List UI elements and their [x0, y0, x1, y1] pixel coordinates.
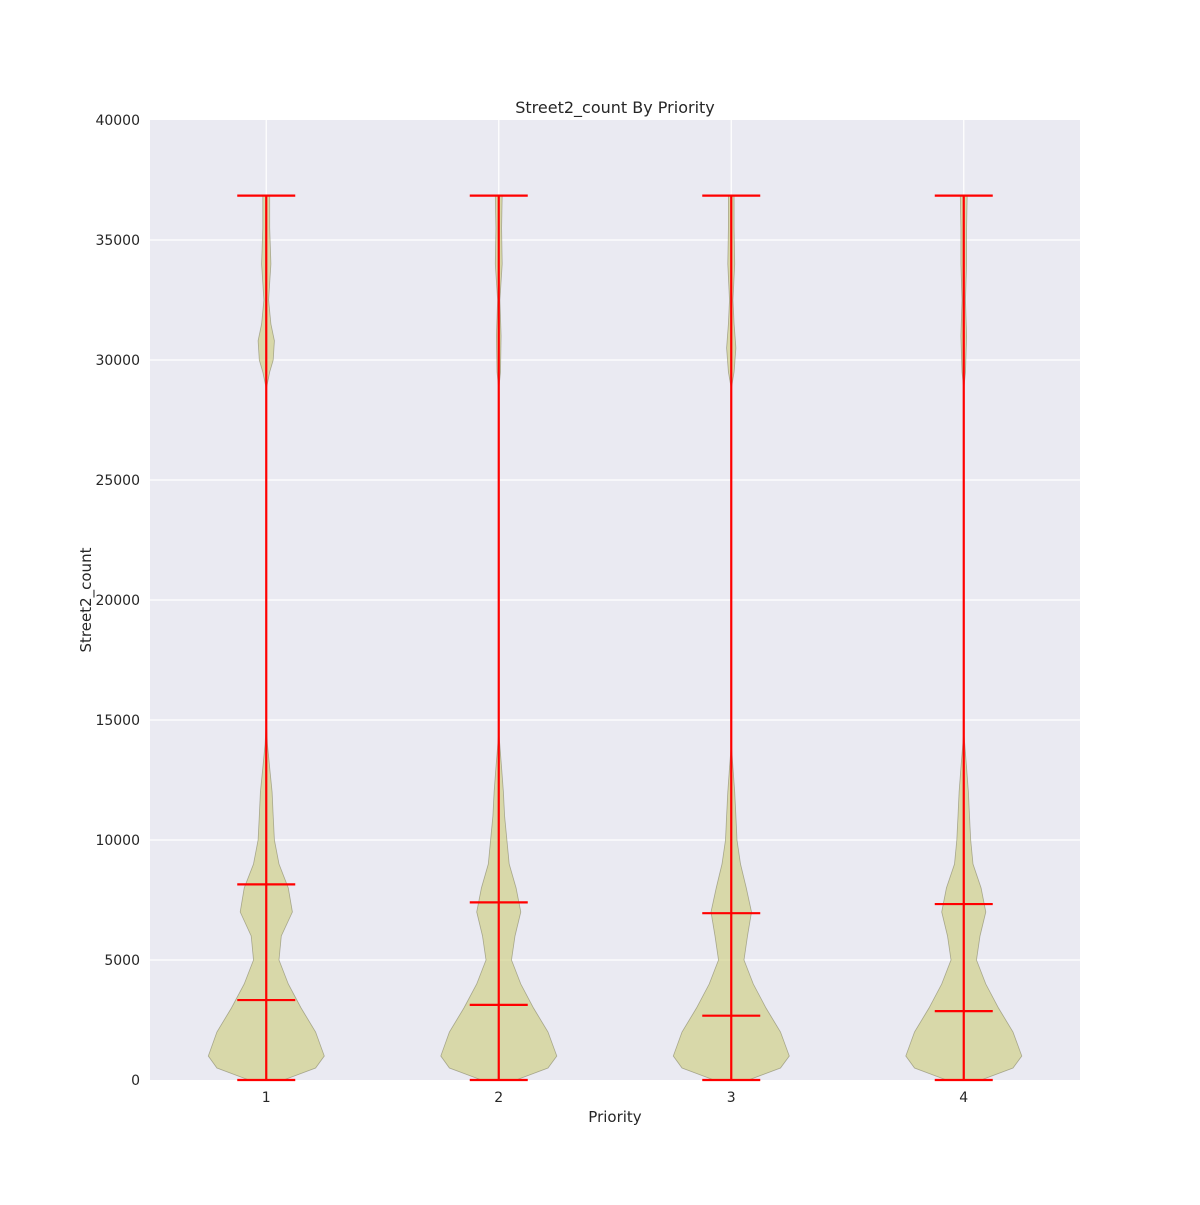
tick-labels: 0 5000 10000 15000 20000 25000 30000 35000 40000… — [95, 113, 968, 1106]
x-tick-label: 2 — [494, 1090, 503, 1106]
y-tick-label: 35000 — [95, 233, 140, 249]
y-tick-label: 15000 — [95, 713, 140, 729]
violins — [207, 194, 1023, 1082]
y-tick-label: 5000 — [104, 953, 140, 969]
chart-title: Street2_count By Priority — [515, 98, 715, 118]
y-axis-label: Street2_count — [77, 547, 96, 652]
y-tick-label: 40000 — [95, 113, 140, 129]
y-tick-label: 10000 — [95, 833, 140, 849]
violin-group-1 — [207, 194, 325, 1082]
y-tick-label: 20000 — [95, 593, 140, 609]
violin-group-2 — [440, 194, 558, 1082]
x-tick-label: 3 — [727, 1090, 736, 1106]
violin-group-3 — [672, 194, 790, 1082]
y-tick-label: 25000 — [95, 473, 140, 489]
x-tick-label: 4 — [959, 1090, 968, 1106]
x-axis-label: Priority — [588, 1108, 642, 1126]
violin-group-4 — [905, 194, 1023, 1082]
y-tick-label: 30000 — [95, 353, 140, 369]
x-tick-label: 1 — [262, 1090, 271, 1106]
y-tick-label: 0 — [131, 1073, 140, 1089]
